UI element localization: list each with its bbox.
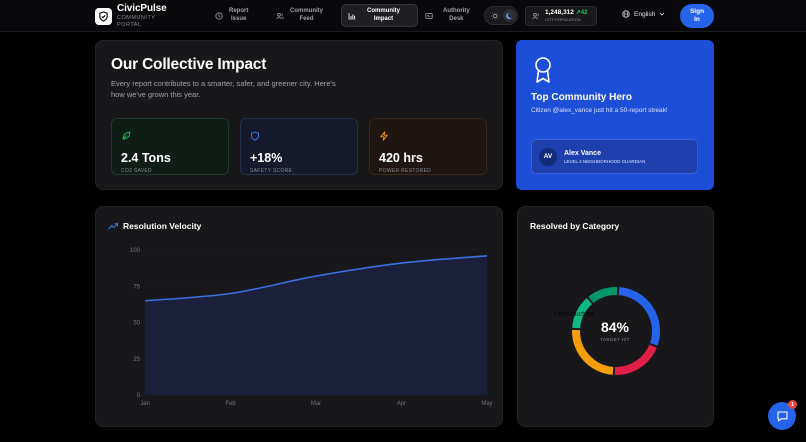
nav-report-issue[interactable]: Report Issue (215, 4, 248, 27)
x-tick-label: Jan (140, 401, 150, 407)
brand-subtitle-line1: COMMUNITY (117, 14, 156, 21)
series-area (145, 255, 487, 395)
donut-slice (614, 344, 657, 375)
velocity-chart: 0 25 50 75 100 Jan Feb Mar Apr May (130, 248, 493, 407)
x-tick-label: May (481, 401, 492, 407)
impact-description: Every report contributes to a smarter, s… (111, 79, 336, 99)
users-icon (532, 12, 539, 20)
hero-user-name: Alex Vance (564, 149, 601, 157)
nav-authority-desk[interactable]: Authority Desk (425, 4, 470, 27)
target-hit-label: TARGET HIT (600, 337, 630, 342)
language-selector[interactable]: English (622, 10, 665, 18)
donut-slice (572, 298, 593, 329)
moon-icon[interactable] (503, 9, 516, 22)
id-card-icon (425, 12, 433, 19)
population-delta-value: 42 (580, 10, 588, 17)
stat-safety-value: +18% (250, 151, 283, 165)
nav-community-impact-line1: Community (367, 8, 400, 14)
chart-tooltip: Infrastructure (553, 311, 595, 318)
theme-toggle[interactable] (484, 6, 518, 25)
series-line (144, 255, 488, 302)
hero-user-profile[interactable]: AV Alex Vance LEVEL 4 NEIGHBORHOOD GUARD… (531, 139, 698, 174)
sign-in-line1: Sign (689, 8, 705, 16)
nav-report-issue-line2: Issue (231, 15, 247, 22)
x-tick-label: Feb (225, 401, 236, 407)
users-icon (276, 12, 284, 19)
stat-power-value: 420 hrs (379, 151, 423, 165)
impact-title: Our Collective Impact (111, 56, 267, 73)
sign-in-button[interactable]: Sign In (680, 4, 714, 28)
sun-icon[interactable] (489, 10, 501, 22)
award-ribbon-icon (535, 57, 551, 83)
top-nav-bar: CivicPulse COMMUNITY PORTAL Report Issue … (0, 0, 806, 32)
brand-title: CivicPulse (117, 2, 167, 14)
stat-power-label: POWER RESTORED (379, 168, 432, 174)
leaf-icon (122, 131, 131, 140)
bar-chart-icon (348, 12, 356, 19)
lightning-icon (380, 131, 388, 141)
shield-check-icon (95, 7, 112, 25)
city-population-badge: 1,248,312 ↗42 CITY POPULATION (525, 6, 597, 26)
velocity-title: Resolution Velocity (123, 221, 202, 231)
population-label: CITY POPULATION (545, 16, 581, 22)
target-hit-value: 84% (600, 319, 630, 335)
trend-up-icon: ↗ (575, 10, 581, 17)
brand-subtitle-line2: PORTAL (117, 21, 142, 28)
language-selected: English (634, 10, 656, 18)
population-delta: ↗42 (576, 10, 588, 16)
hero-message: Citizen @alex_vance just hit a 50-report… (531, 107, 668, 114)
donut-center: 84% TARGET HIT (590, 319, 640, 342)
globe-icon (622, 10, 630, 18)
x-tick-label: Mar (311, 401, 321, 407)
top-community-hero-card: Top Community Hero Citizen @alex_vance j… (516, 40, 714, 190)
donut-slice (588, 287, 618, 304)
notification-badge: 1 (788, 400, 797, 409)
brand-logo[interactable]: CivicPulse COMMUNITY PORTAL (95, 3, 167, 29)
collective-impact-card: Our Collective Impact Every report contr… (95, 40, 503, 190)
resolution-velocity-card: Resolution Velocity 0 25 50 75 100 Jan Feb Mar A… (95, 206, 503, 427)
velocity-title-row: Resolution Velocity (108, 221, 201, 231)
nav-community-feed[interactable]: Community Feed (276, 4, 323, 27)
nav-community-impact[interactable]: Community Impact (341, 4, 418, 27)
y-tick-label: 50 (133, 321, 140, 327)
shield-icon (251, 131, 259, 141)
stat-co2-value: 2.4 Tons (121, 151, 171, 165)
y-tick-label: 100 (130, 248, 141, 254)
nav-community-feed-line2: Feed (299, 15, 314, 22)
trending-up-icon (108, 222, 118, 229)
donut-slice (618, 287, 660, 346)
donut-slice (572, 329, 614, 375)
stat-safety-label: SAFETY SCORE (250, 168, 293, 174)
hero-title: Top Community Hero (531, 92, 632, 103)
population-value: 1,248,312 (545, 9, 574, 17)
x-tick-label: Apr (397, 401, 406, 407)
y-tick-label: 25 (133, 357, 140, 363)
resolved-by-category-card: Resolved by Category Infrastructure 84% … (517, 206, 714, 427)
category-donut-chart (572, 287, 660, 375)
message-icon (776, 410, 788, 422)
nav-community-impact-line2: Impact (373, 15, 394, 22)
clock-icon (215, 11, 223, 20)
hero-user-rank: LEVEL 4 NEIGHBORHOOD GUARDIAN (564, 158, 646, 164)
stat-power-restored: 420 hrs POWER RESTORED (369, 118, 487, 175)
chevron-down-icon (660, 12, 665, 16)
stat-co2-label: CO2 SAVED (121, 168, 152, 174)
category-title: Resolved by Category (530, 221, 620, 231)
nav-report-issue-line1: Report (229, 8, 249, 14)
y-tick-label: 0 (137, 393, 141, 399)
stat-safety-score: +18% SAFETY SCORE (240, 118, 358, 175)
stat-co2-saved: 2.4 Tons CO2 SAVED (111, 118, 229, 175)
y-tick-label: 75 (133, 284, 140, 290)
nav-community-feed-line1: Community (290, 8, 323, 14)
nav-authority-desk-line1: Authority (443, 8, 470, 14)
nav-authority-desk-line2: Desk (449, 15, 464, 22)
avatar: AV (539, 147, 557, 166)
sign-in-line2: In (694, 16, 700, 23)
